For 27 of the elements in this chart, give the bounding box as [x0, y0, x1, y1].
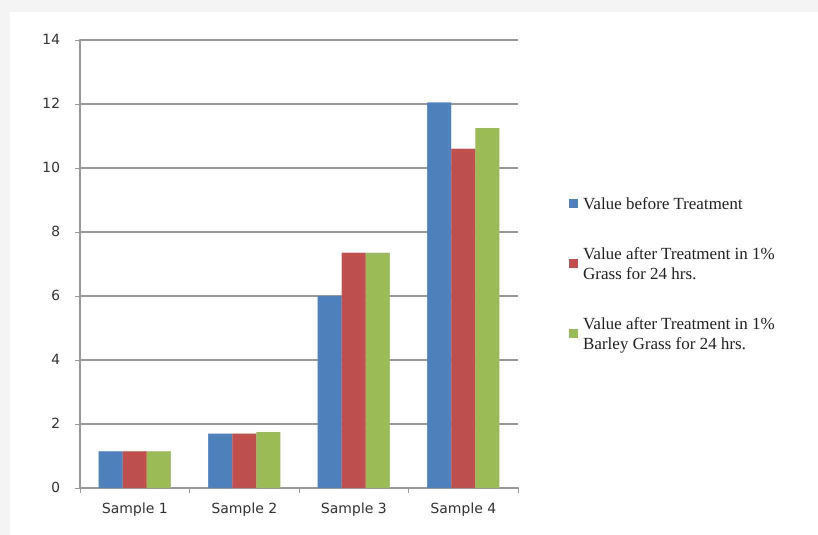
legend-label: Value after Treatment in 1% Grass for 24 hrs. [583, 244, 779, 283]
y-tick-label: 6 [51, 288, 60, 304]
bar [122, 451, 147, 488]
y-tick-label: 4 [51, 352, 60, 368]
bar [318, 296, 342, 488]
y-tick-label: 8 [51, 224, 60, 240]
x-tick-label: Sample 2 [211, 501, 278, 517]
x-tick-label: Sample 4 [430, 501, 496, 517]
bar [208, 434, 232, 488]
bar [256, 432, 280, 488]
bar [475, 128, 500, 488]
bar [232, 434, 256, 488]
bar [451, 148, 476, 488]
legend-label: Value after Treatment in 1% Barley Grass for 24 hrs. [583, 314, 779, 353]
y-tick-label: 0 [51, 480, 60, 496]
x-tick-label: Sample 3 [320, 501, 387, 517]
bar [98, 451, 123, 488]
y-tick-label: 10 [42, 160, 60, 176]
bar [427, 102, 452, 488]
y-tick-label: 2 [51, 416, 60, 432]
y-tick-label: 14 [42, 32, 60, 48]
bar [146, 451, 171, 488]
legend-label: Value before Treatment [583, 194, 743, 213]
bar [342, 252, 366, 488]
x-tick-label: Sample 1 [102, 501, 168, 517]
y-tick-label: 12 [42, 96, 60, 112]
bar [366, 252, 390, 488]
